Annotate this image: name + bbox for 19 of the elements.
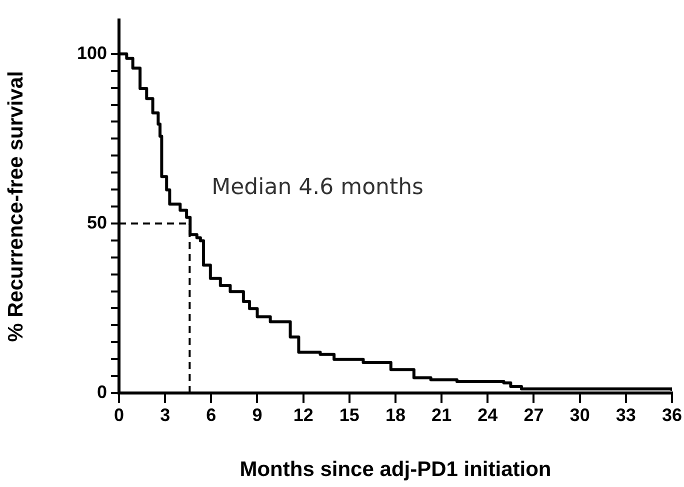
x-tick-label: 12 [293, 404, 314, 425]
x-tick-label: 3 [160, 404, 170, 425]
x-tick-label: 15 [339, 404, 360, 425]
x-tick-label: 36 [662, 404, 682, 425]
x-tick-label: 24 [478, 404, 498, 425]
x-tick-label: 33 [616, 404, 636, 425]
x-tick-label: 18 [385, 404, 406, 425]
annotation: Median 4.6 months [212, 175, 424, 200]
x-tick-label: 6 [206, 404, 216, 425]
x-tick-label: 9 [252, 404, 262, 425]
y-tick-label: 0 [96, 382, 107, 402]
x-tick-label: 30 [570, 404, 590, 425]
y-tick-label: 100 [76, 42, 107, 63]
x-tick-label: 0 [114, 404, 124, 425]
x-tick-label: 27 [524, 404, 544, 425]
x-tick-label: 21 [432, 404, 452, 425]
x-axis-title: Months since adj-PD1 initiation [240, 458, 552, 482]
y-tick-label: 50 [86, 212, 107, 232]
y-axis-title: % Recurrence-free survival [4, 71, 28, 342]
